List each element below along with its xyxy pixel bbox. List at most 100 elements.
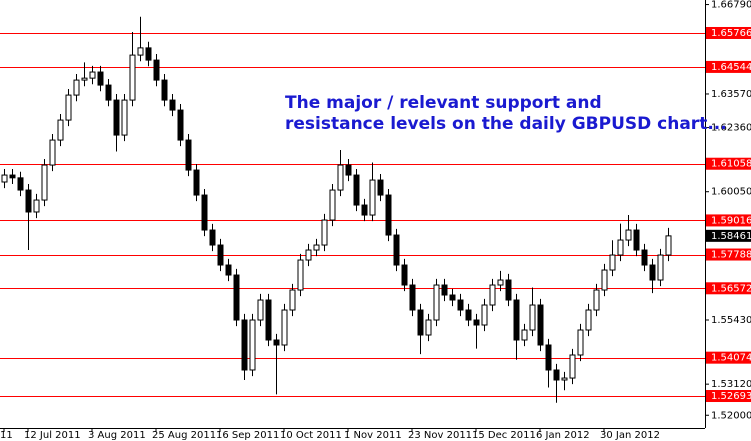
candle-body [41, 164, 48, 201]
candle-body [129, 54, 136, 101]
y-tick-label: 1.55430 [711, 315, 751, 326]
candle-body [369, 179, 376, 216]
candle-body [49, 139, 56, 166]
candle-body [481, 304, 488, 326]
x-tick-label: 23 Nov 2011 [408, 430, 472, 441]
level-label: 1.59016 [711, 215, 751, 226]
candle-body [553, 369, 560, 381]
level-box [706, 282, 751, 295]
level-label: 1.56572 [711, 283, 751, 294]
x-tick-label: 3 Aug 2011 [88, 430, 146, 441]
candle-body [433, 284, 440, 321]
candle-body [81, 77, 88, 81]
candle-body [665, 235, 672, 256]
current-price-box [706, 229, 751, 242]
candle-body [377, 179, 384, 196]
candle-body [209, 229, 216, 246]
candle-body [273, 339, 280, 346]
candle-body [641, 249, 648, 266]
x-tick-label: 1 Nov 2011 [344, 430, 402, 441]
candle-body [513, 299, 520, 341]
candle-body [457, 299, 464, 311]
level-box [706, 351, 751, 364]
candle-body [593, 289, 600, 311]
x-tick-label: 12 Jul 2011 [24, 430, 81, 441]
candle-body [241, 319, 248, 371]
candle-body [329, 189, 336, 221]
candle-body [393, 234, 400, 266]
candle-body [609, 254, 616, 271]
candle-body [305, 249, 312, 261]
annotation: The major / relevant support and [285, 93, 602, 113]
x-tick-label: 15 Dec 2011 [472, 430, 536, 441]
candle-body [529, 304, 536, 331]
candle-body [441, 284, 448, 296]
candle-body [297, 259, 304, 291]
candle-body [57, 119, 64, 141]
candle-body [449, 294, 456, 301]
y-tick-label: 1.62360 [711, 123, 751, 134]
level-box [706, 157, 751, 170]
candle-body [633, 229, 640, 251]
candle-body [121, 99, 128, 136]
candle-body [161, 79, 168, 101]
candle-body [137, 47, 144, 56]
candle-body [289, 289, 296, 311]
candle-body [185, 139, 192, 171]
candle-body [217, 244, 224, 266]
candle-body [145, 47, 152, 61]
x-tick-label: 16 Sep 2011 [216, 430, 279, 441]
candle-body [353, 174, 360, 206]
candle-body [569, 354, 576, 379]
candle-body [577, 329, 584, 356]
candle-body [17, 177, 24, 191]
candle-body [201, 194, 208, 231]
candle-body [1, 174, 8, 183]
candle-body [657, 254, 664, 281]
annotation: resistance levels on the daily GBPUSD ch… [285, 114, 727, 134]
candle-body [73, 79, 80, 96]
candle-body [281, 309, 288, 346]
level-label: 1.52693 [711, 391, 751, 402]
level-label: 1.54074 [711, 353, 751, 364]
level-label: 1.64544 [711, 62, 751, 73]
level-label: 1.61058 [711, 159, 751, 170]
candle-body [465, 309, 472, 321]
candle-body [489, 284, 496, 306]
candle-body [625, 229, 632, 241]
y-tick-label: 1.63570 [711, 89, 751, 100]
candle-body [9, 174, 16, 179]
candle-body [537, 304, 544, 346]
candle-body [585, 309, 592, 331]
y-tick-label: 1.53120 [711, 379, 751, 390]
candle-body [401, 264, 408, 286]
candle-body [153, 59, 160, 81]
x-tick-label: 25 Aug 2011 [152, 430, 216, 441]
candle-body [313, 244, 320, 251]
candle-body [113, 99, 120, 136]
y-tick-label: 1.60050 [711, 187, 751, 198]
y-tick-label: 1.66790 [711, 0, 751, 11]
level-box [706, 26, 751, 39]
candle-body [177, 109, 184, 141]
candle-body [345, 164, 352, 176]
candle-body [25, 189, 32, 213]
candle-body [649, 264, 656, 281]
candle-body [473, 319, 480, 326]
candle-body [89, 71, 96, 79]
candle-body [225, 264, 232, 276]
candle-body [105, 84, 112, 101]
candle-body [169, 99, 176, 111]
candle-body [545, 344, 552, 371]
candle-body [409, 284, 416, 311]
candle-body [193, 169, 200, 196]
candle-body [361, 204, 368, 216]
level-box [706, 248, 751, 261]
x-tick-label: 30 Jan 2012 [600, 430, 660, 441]
level-box [706, 390, 751, 403]
candle-body [417, 309, 424, 336]
x-tick-label: 10 Oct 2011 [280, 430, 342, 441]
candle-body [337, 164, 344, 191]
candle-body [249, 319, 256, 371]
